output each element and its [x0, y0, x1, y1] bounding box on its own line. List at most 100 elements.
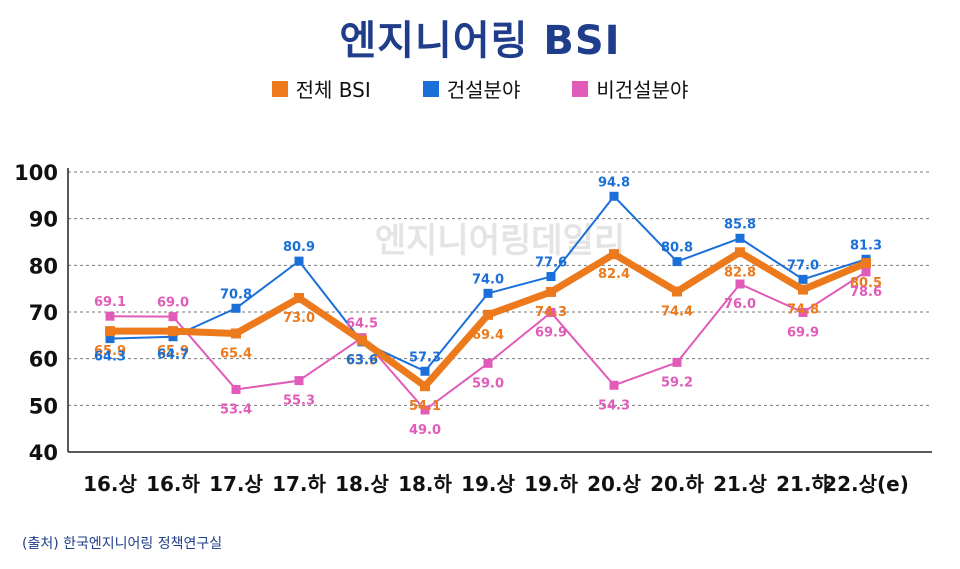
data-label-nonconstruction: 69.9 — [787, 325, 819, 340]
data-point-construction — [420, 366, 430, 376]
data-point-total — [231, 328, 241, 339]
legend-label-nonconstruction: 비건설분야 — [596, 78, 689, 102]
data-point-total — [609, 249, 619, 260]
legend-item-total: 전체 BSI — [271, 74, 371, 103]
legend-label-construction: 건설분야 — [446, 78, 521, 102]
data-point-nonconstruction — [546, 307, 556, 317]
data-point-total — [357, 335, 367, 346]
data-label-nonconstruction: 49.0 — [409, 423, 441, 438]
data-label-nonconstruction: 53.4 — [220, 402, 252, 417]
data-label-total: 82.4 — [598, 267, 630, 282]
data-point-construction — [609, 191, 619, 201]
data-label-total: 54.1 — [409, 399, 441, 414]
data-label-total: 63.9 — [346, 353, 378, 368]
data-label-total: 65.9 — [157, 344, 189, 359]
data-label-construction: 70.8 — [220, 287, 252, 302]
data-label-total: 65.4 — [220, 346, 252, 361]
data-label-construction: 85.8 — [724, 217, 756, 232]
y-tick-label: 50 — [29, 394, 58, 418]
y-tick-label: 40 — [29, 441, 58, 465]
data-label-nonconstruction: 78.6 — [850, 285, 882, 300]
data-point-nonconstruction — [861, 267, 871, 277]
data-label-construction: 77.0 — [787, 258, 819, 273]
data-label-nonconstruction: 55.3 — [283, 394, 315, 409]
watermark-text: 엔지니어링데일리 — [375, 221, 625, 261]
data-label-nonconstruction: 69.0 — [157, 296, 189, 311]
data-label-nonconstruction: 54.3 — [598, 398, 630, 413]
legend-label-total: 전체 BSI — [295, 78, 371, 102]
y-tick-label: 70 — [29, 301, 58, 325]
data-point-construction — [483, 288, 493, 298]
data-point-total — [546, 286, 556, 297]
data-label-total: 74.8 — [787, 303, 819, 318]
data-label-nonconstruction: 69.1 — [94, 295, 126, 310]
data-point-total — [861, 258, 871, 268]
data-point-total — [168, 326, 178, 337]
x-tick-label: 17.상 — [209, 472, 263, 496]
data-point-nonconstruction — [294, 376, 304, 386]
data-label-construction: 74.0 — [472, 272, 504, 287]
data-point-nonconstruction — [168, 312, 178, 322]
data-point-nonconstruction — [105, 311, 115, 321]
data-point-construction — [735, 233, 745, 243]
data-label-total: 69.4 — [472, 328, 504, 343]
data-label-nonconstruction: 59.0 — [472, 376, 504, 391]
data-point-construction — [168, 332, 178, 342]
data-point-nonconstruction — [609, 380, 619, 390]
data-label-construction: 80.9 — [283, 240, 315, 255]
data-point-total — [483, 309, 493, 320]
data-point-total — [735, 247, 745, 258]
x-tick-label: 21.하 — [776, 472, 830, 496]
data-label-nonconstruction: 69.9 — [535, 325, 567, 340]
data-label-total: 74.3 — [535, 305, 567, 320]
data-point-construction — [672, 257, 682, 267]
y-tick-label: 100 — [14, 161, 58, 185]
legend-swatch-nonconstruction — [572, 80, 589, 97]
data-point-nonconstruction — [483, 358, 493, 368]
data-point-construction — [105, 334, 115, 344]
data-label-total: 80.5 — [850, 276, 882, 291]
data-point-total — [105, 326, 115, 337]
y-tick-label: 80 — [29, 254, 58, 278]
x-tick-label: 20.하 — [650, 472, 704, 496]
x-tick-label: 19.상 — [461, 472, 515, 496]
x-tick-label: 18.하 — [398, 472, 452, 496]
chart-title: 엔지니어링 BSI — [339, 18, 621, 64]
data-point-nonconstruction — [231, 384, 241, 394]
data-label-construction: 57.3 — [409, 350, 441, 365]
data-label-total: 73.0 — [283, 311, 315, 326]
legend-item-nonconstruction: 비건설분야 — [572, 74, 688, 103]
data-point-nonconstruction — [798, 307, 808, 317]
x-tick-label: 16.상 — [83, 472, 137, 496]
data-point-nonconstruction — [735, 279, 745, 289]
x-tick-label: 21.상 — [713, 472, 767, 496]
data-point-nonconstruction — [420, 405, 430, 415]
data-label-construction: 63.6 — [346, 353, 378, 368]
data-label-construction: 64.7 — [157, 348, 189, 363]
data-point-construction — [546, 272, 556, 282]
x-tick-label: 16.하 — [146, 472, 200, 496]
legend-swatch-total — [271, 80, 288, 97]
data-point-total — [798, 284, 808, 295]
y-tick-label: 90 — [29, 208, 58, 232]
x-tick-label: 19.하 — [524, 472, 578, 496]
legend-swatch-construction — [422, 80, 439, 97]
legend: 전체 BSI 건설분야 비건설분야 — [0, 74, 960, 103]
data-label-construction: 77.6 — [535, 256, 567, 271]
data-label-total: 74.4 — [661, 304, 693, 319]
data-label-construction: 81.3 — [850, 238, 882, 253]
legend-item-construction: 건설분야 — [422, 74, 521, 103]
data-point-total — [672, 286, 682, 297]
x-tick-label: 17.하 — [272, 472, 326, 496]
y-tick-label: 60 — [29, 348, 58, 372]
data-label-construction: 80.8 — [661, 241, 693, 256]
data-label-construction: 64.3 — [94, 350, 126, 365]
data-point-construction — [798, 274, 808, 284]
x-tick-label: 22.상(e) — [823, 472, 909, 496]
data-point-total — [294, 293, 304, 303]
data-point-total — [420, 381, 430, 392]
data-point-construction — [294, 256, 304, 266]
x-tick-label: 20.상 — [587, 472, 641, 496]
data-label-total: 82.8 — [724, 265, 756, 280]
